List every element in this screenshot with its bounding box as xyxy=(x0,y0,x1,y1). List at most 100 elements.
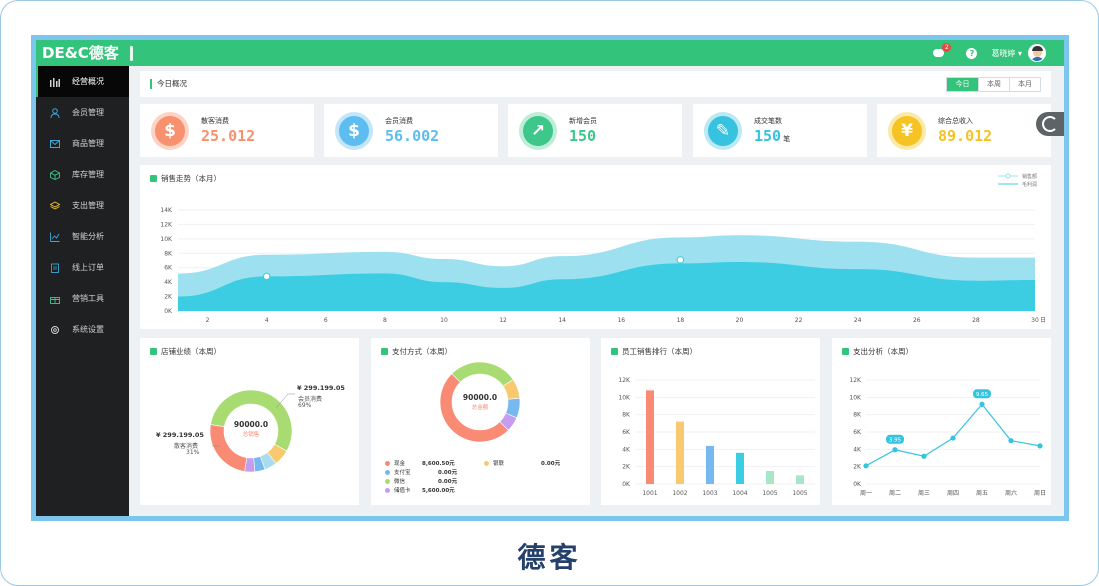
tab-today[interactable]: 今日 xyxy=(947,78,978,91)
sidebar-item-analytics[interactable]: 智能分析 xyxy=(36,221,129,252)
pie-slice-5 xyxy=(439,373,509,443)
stat-card-new-members[interactable]: ↗ 新增会员 150 xyxy=(508,104,682,157)
payment-chart-title: 支付方式（本周） xyxy=(381,346,452,357)
logo-divider xyxy=(130,46,133,61)
legend-marker-1 xyxy=(1005,173,1011,179)
expense-analysis-panel: 支出分析（本周） 0K 2K 4K 6K 8K 10K 12K 周一 周二 3.95 周三 周四 周五 9… xyxy=(832,338,1051,505)
sidebar-item-marketing[interactable]: 营销工具 xyxy=(36,283,129,314)
x-tick-label: 12 xyxy=(499,317,507,324)
chart-title-icon xyxy=(381,348,388,355)
sidebar-item-overview[interactable]: 经营概况 xyxy=(36,66,129,97)
bar xyxy=(766,471,774,484)
refresh-button[interactable] xyxy=(1036,112,1064,136)
legend-label: 微信 xyxy=(394,479,406,485)
legend-alipay: 支付宝 0.00元 xyxy=(385,468,482,476)
legend-value: 0.00元 xyxy=(438,479,458,485)
avatar[interactable] xyxy=(1028,44,1046,62)
chat-badge: 2 xyxy=(942,43,952,52)
y-tick-label: 10K xyxy=(849,394,862,401)
chat-icon[interactable]: 2 xyxy=(932,43,952,59)
help-icon[interactable]: ? xyxy=(966,47,978,59)
bar xyxy=(676,421,684,484)
sidebar-item-inventory[interactable]: 库存管理 xyxy=(36,159,129,190)
legend-dot xyxy=(385,487,390,493)
sidebar-item-expenses[interactable]: 支出管理 xyxy=(36,190,129,221)
stat-value: 25.012 xyxy=(201,127,255,145)
layers-icon xyxy=(50,200,60,210)
stat-number: 25.012 xyxy=(201,127,256,145)
x-tick-label: 16 xyxy=(617,317,625,324)
y-tick-label: 6K xyxy=(164,265,173,272)
legend-label-1: 销售额 xyxy=(1022,173,1037,180)
staff-chart-title: 员工销售排行（本周） xyxy=(611,346,697,357)
staff-bar-chart: 0K 2K 4K 6K 8K 10K 12K 1001 1002 1003 1004 1005 1005 xyxy=(618,377,815,497)
sidebar-item-label: 商品管理 xyxy=(72,139,104,148)
data-point xyxy=(1037,443,1043,449)
x-tick-label: 14 xyxy=(558,317,566,324)
legend-value: 8,600.50元 xyxy=(422,461,455,467)
y-tick-label: 2K xyxy=(853,464,862,471)
legend-value: 0.00元 xyxy=(541,461,561,467)
chat-bubble-shape xyxy=(933,49,945,57)
x-tick-label: 6 xyxy=(324,317,328,324)
overview-header: 今日概况 今日 本周 本月 xyxy=(140,71,1051,97)
pie-slice-1 xyxy=(210,389,293,452)
tab-month[interactable]: 本月 xyxy=(1009,78,1040,91)
y-tick-label: 6K xyxy=(853,429,862,436)
trend-icon: ↗ xyxy=(523,116,553,146)
x-tick-label: 4 xyxy=(265,317,269,324)
x-tick-label: 1005 xyxy=(792,490,807,497)
data-point xyxy=(979,401,985,407)
sidebar-item-settings[interactable]: 系统设置 xyxy=(36,314,129,345)
bar xyxy=(796,475,804,484)
y-tick-label: 12K xyxy=(849,377,862,384)
stat-card-member[interactable]: $ 会员消费 56.002 xyxy=(324,104,498,157)
legend-label: 支付宝 xyxy=(394,470,411,476)
payment-methods-panel: 支付方式（本周） 90000.0 总金额 现金 8,600.50元 银联 0.00元… xyxy=(371,338,590,505)
store-performance-panel: 店铺业绩（本周） ¥ 299.199.05 会员消费 69% ¥ 299.199… xyxy=(140,338,359,505)
stat-number: 150 xyxy=(754,127,782,145)
sidebar-item-products[interactable]: 商品管理 xyxy=(36,128,129,159)
avatar-face xyxy=(1033,48,1042,57)
sidebar-item-members[interactable]: 会员管理 xyxy=(36,97,129,128)
legend-label: 银联 xyxy=(493,461,505,467)
legend-value: 5,600.00元 xyxy=(422,488,455,494)
data-point xyxy=(921,453,927,459)
mail-icon xyxy=(50,139,60,148)
user-menu[interactable]: 葛晓婷 ▾ xyxy=(991,48,1022,58)
stat-card-walkin[interactable]: $ 散客消费 25.012 xyxy=(140,104,314,157)
tab-week[interactable]: 本周 xyxy=(978,78,1009,91)
y-tick-label: 4K xyxy=(853,446,862,453)
stat-icon-ring: ✎ xyxy=(704,112,742,150)
y-tick-label: 0K xyxy=(853,481,862,488)
stat-unit: 笔 xyxy=(783,135,791,143)
sidebar-item-label: 智能分析 xyxy=(72,232,104,241)
avatar-hair xyxy=(1032,46,1043,51)
y-tick-label: 10K xyxy=(160,236,173,243)
data-label-bg xyxy=(973,389,991,399)
stat-card-transactions[interactable]: ✎ 成交笔数 150 笔 xyxy=(693,104,867,157)
x-tick-label: 2 xyxy=(206,317,210,324)
top-bar: DE&C德客 2 ? 葛晓婷 ▾ xyxy=(36,40,1064,66)
x-tick-label: 1003 xyxy=(702,490,717,497)
app-logo[interactable]: DE&C德客 xyxy=(42,44,119,62)
leader-line-member xyxy=(275,393,295,409)
expense-chart-title-text: 支出分析（本周） xyxy=(853,347,913,356)
sidebar-item-label: 经营概况 xyxy=(72,77,104,86)
chart-title-icon xyxy=(150,348,157,355)
coin-icon: ¥ xyxy=(892,116,922,146)
title-accent xyxy=(150,79,152,89)
y-tick-label: 14K xyxy=(160,207,173,214)
y-tick-label: 8K xyxy=(164,250,173,257)
dollar-icon: $ xyxy=(155,116,185,146)
stat-icon-ring: $ xyxy=(335,112,373,150)
sidebar-item-label: 营销工具 xyxy=(72,294,104,303)
x-tick-label: 10 xyxy=(440,317,448,324)
stat-card-total-income[interactable]: ¥ 综合总收入 89.012 xyxy=(877,104,1051,157)
chart-title-icon xyxy=(150,175,157,182)
sidebar-item-online-orders[interactable]: 线上订单 xyxy=(36,252,129,283)
y-tick-label: 2K xyxy=(622,464,631,471)
data-point xyxy=(863,463,869,469)
legend-dot xyxy=(385,460,390,466)
expense-chart-title: 支出分析（本周） xyxy=(842,346,913,357)
